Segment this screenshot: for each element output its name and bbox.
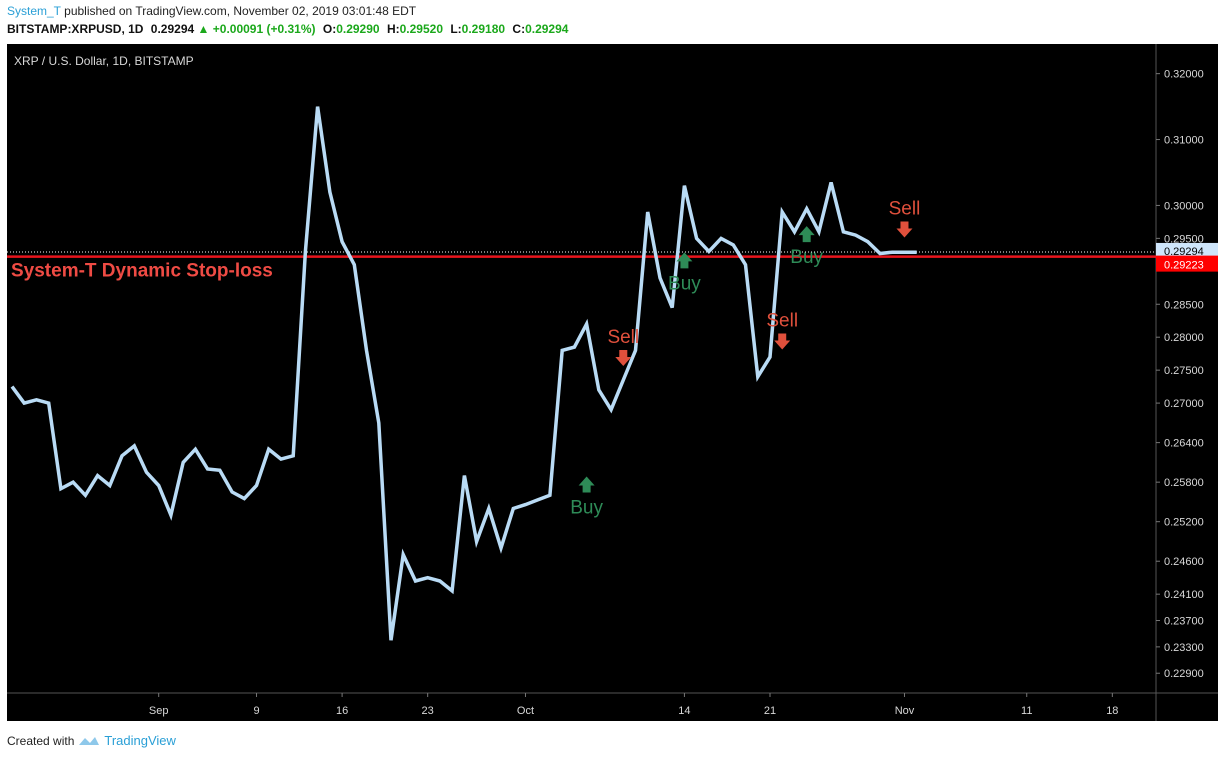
change-value: +0.00091 (+0.31%) [212,22,316,36]
tradingview-logo-icon [79,736,100,745]
y-tick-label: 0.27000 [1164,398,1204,410]
x-tick-label: 18 [1106,705,1118,717]
stop-loss-layer: System-T Dynamic Stop-loss [7,251,1156,282]
x-axis[interactable]: Sep 9 16 23 Oct 14 21 Nov 11 18 [149,693,1119,717]
low-value: 0.29180 [461,22,506,36]
open-label: O: [322,22,337,36]
y-tick-label: 0.30000 [1164,200,1204,212]
author-link[interactable]: System_T [7,4,61,18]
x-tick-label: 14 [678,705,690,717]
open-value: 0.29290 [336,22,380,36]
published-text: published on TradingView.com, November 0… [64,4,417,18]
sell-arrow-icon [615,349,632,366]
publish-header: System_T published on TradingView.com, N… [7,4,416,18]
y-tick-label: 0.29500 [1164,233,1204,245]
y-tick-label: 0.32000 [1164,69,1204,81]
footer: Created with TradingView [7,733,176,748]
close-label: C: [512,22,526,36]
chart-title: XRP / U.S. Dollar, 1D, BITSTAMP [14,54,194,68]
buy-arrow-icon [578,476,595,493]
x-tick-label: 9 [253,705,259,717]
y-tick-label: 0.23300 [1164,642,1204,654]
symbol-label: BITSTAMP:XRPUSD, 1D [7,22,144,36]
y-tick-label: 0.24600 [1164,556,1204,568]
x-tick-label: 16 [336,705,348,717]
sell-signal-label: Sell [889,198,921,219]
buy-signal-label: Buy [790,247,823,268]
x-tick-label: 11 [1021,705,1032,717]
y-tick-label: 0.25200 [1164,517,1204,529]
current-price-badge [1156,242,1218,258]
sell-arrow-icon [896,221,913,238]
sell-signal-label: Sell [766,310,798,331]
current-price-badge-label: 0.29294 [1164,246,1204,258]
price-badges: 0.29294 0.29223 [1156,242,1218,272]
y-tick-label: 0.31000 [1164,135,1204,147]
symbol-header: BITSTAMP:XRPUSD, 1D 0.29294 ▲ +0.00091 (… [7,22,568,36]
high-value: 0.29520 [399,22,443,36]
last-price: 0.29294 [150,22,195,36]
y-tick-label: 0.25800 [1164,477,1204,489]
y-tick-label: 0.28000 [1164,332,1204,344]
signals-layer: Buy Sell Buy Sell Buy Sell [570,198,920,518]
y-tick-label: 0.23700 [1164,616,1204,628]
low-label: L: [450,22,462,36]
x-tick-label: 21 [764,705,776,717]
sell-signal-label: Sell [607,327,639,348]
x-tick-label: Oct [517,705,534,717]
stop-loss-badge-label: 0.29223 [1164,260,1204,272]
price-line [10,106,917,641]
stop-loss-label: System-T Dynamic Stop-loss [11,261,273,282]
x-tick-label: 23 [422,705,434,717]
x-tick-label: Sep [149,705,169,717]
y-tick-label: 0.26400 [1164,438,1204,450]
buy-signal-label: Buy [668,273,701,294]
buy-arrow-icon [676,252,693,269]
tradingview-link[interactable]: TradingView [104,733,176,748]
high-label: H: [386,22,400,36]
y-tick-label: 0.24100 [1164,589,1204,601]
series-layer [10,106,917,641]
plot-background [7,44,1218,721]
x-tick-label: Nov [895,705,915,717]
buy-arrow-icon [798,226,815,243]
y-tick-label: 0.22900 [1164,668,1204,680]
y-tick-label: 0.28500 [1164,299,1204,311]
change-arrow-icon: ▲ [197,22,210,36]
y-axis[interactable]: 0.22900 0.23300 0.23700 0.24100 0.24600 0.252… [1156,69,1204,681]
y-tick-label: 0.27500 [1164,365,1204,377]
created-with-text: Created with [7,733,75,748]
close-value: 0.29294 [525,22,569,36]
stop-loss-badge [1156,255,1218,272]
sell-arrow-icon [774,333,791,350]
buy-signal-label: Buy [570,497,603,518]
